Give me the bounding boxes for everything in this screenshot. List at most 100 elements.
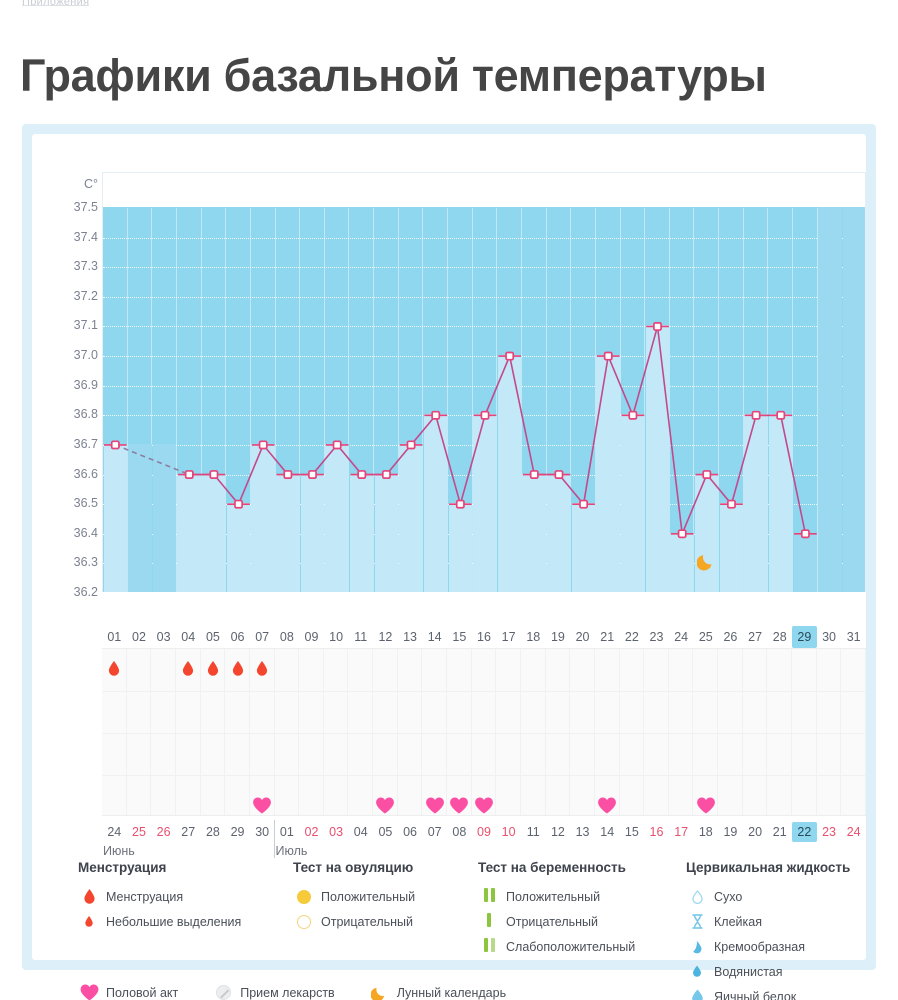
day-number[interactable]: 22 — [624, 630, 639, 644]
chart-bar[interactable] — [325, 443, 349, 592]
day-number[interactable]: 29 — [792, 626, 817, 648]
chart-column[interactable] — [325, 208, 350, 592]
chart-bar[interactable] — [670, 532, 694, 592]
legend-item[interactable]: Менструация — [78, 884, 241, 909]
chart-column[interactable] — [571, 208, 596, 592]
chart-column[interactable] — [768, 208, 794, 592]
menstruation-marker[interactable] — [109, 661, 120, 681]
legend-item[interactable]: Лунный календарь — [369, 980, 506, 1000]
chart-bar[interactable] — [596, 355, 621, 592]
chart-column[interactable] — [473, 208, 498, 592]
day-number[interactable]: 28 — [772, 630, 787, 644]
day-number-strip[interactable]: 01 02 03 04 05 06 07 08 09 10 11 12 13 14 15 16 17 18 19 20… — [102, 626, 866, 648]
chart-column[interactable] — [670, 208, 695, 592]
temperature-chart[interactable]: C° 37.5 37.4 37.3 37.2 37.1 37.0 36.9 36.8 36.7 3… — [56, 172, 866, 622]
plot-area[interactable] — [102, 172, 866, 592]
legend-item[interactable]: Положительный — [478, 884, 635, 909]
chart-bar[interactable] — [793, 532, 818, 592]
legend-item[interactable]: Кремообразная — [686, 934, 850, 959]
chart-column[interactable] — [276, 208, 301, 592]
chart-bar[interactable] — [399, 443, 423, 592]
chart-column[interactable] — [522, 208, 547, 592]
symbol-column[interactable] — [102, 649, 127, 815]
symbol-column[interactable] — [127, 649, 152, 815]
day-number[interactable]: 04 — [181, 630, 196, 644]
day-number[interactable]: 06 — [230, 630, 245, 644]
day-number[interactable]: 20 — [575, 630, 590, 644]
chart-column[interactable] — [645, 208, 670, 592]
day-number[interactable]: 24 — [674, 630, 689, 644]
chart-column[interactable] — [349, 208, 375, 592]
calendar-date[interactable]: 11 — [526, 825, 540, 839]
symbol-column[interactable] — [496, 649, 521, 815]
symbol-column[interactable] — [521, 649, 546, 815]
chart-bar[interactable] — [719, 503, 744, 592]
calendar-date[interactable]: 23 — [822, 825, 836, 839]
legend-item[interactable]: Отрицательный — [478, 909, 635, 934]
calendar-date[interactable]: 01 — [279, 825, 294, 839]
symbol-column[interactable] — [767, 649, 793, 815]
chart-column[interactable] — [202, 208, 227, 592]
day-number[interactable]: 13 — [403, 630, 417, 644]
day-number[interactable]: 09 — [304, 630, 319, 644]
menstruation-marker[interactable] — [207, 661, 218, 681]
symbol-column[interactable] — [472, 649, 497, 815]
day-number[interactable]: 25 — [698, 630, 713, 644]
symbol-column[interactable] — [743, 649, 768, 815]
menstruation-marker[interactable] — [257, 661, 268, 681]
calendar-date[interactable]: 07 — [427, 825, 442, 839]
symbol-column[interactable] — [299, 649, 324, 815]
day-number[interactable]: 10 — [329, 630, 344, 644]
chart-bar[interactable] — [497, 355, 522, 592]
chart-bar[interactable] — [349, 473, 374, 592]
day-number[interactable]: 18 — [526, 630, 541, 644]
day-number[interactable]: 07 — [255, 630, 270, 644]
calendar-date-strip[interactable]: 24 Июнь 25 26 27 28 29 30 01 Июль 02 03 04 05 06 07 08 09… — [102, 820, 866, 858]
day-number[interactable]: 15 — [452, 630, 467, 644]
calendar-date[interactable]: 06 — [403, 825, 417, 839]
symbol-column[interactable] — [718, 649, 743, 815]
legend-item[interactable]: Слабоположительный — [478, 934, 635, 959]
chart-bar[interactable] — [152, 443, 177, 592]
chart-column[interactable] — [226, 208, 251, 592]
chart-bar[interactable] — [645, 325, 670, 592]
chart-column[interactable] — [399, 208, 424, 592]
symbol-column[interactable] — [422, 649, 448, 815]
chart-column[interactable] — [448, 208, 473, 592]
chart-column[interactable] — [128, 208, 153, 592]
calendar-date[interactable]: 10 — [501, 825, 516, 839]
symbol-column[interactable] — [250, 649, 275, 815]
calendar-date[interactable]: 28 — [205, 825, 220, 839]
calendar-date[interactable]: 04 — [353, 825, 368, 839]
day-number[interactable]: 30 — [822, 630, 836, 644]
chart-column[interactable] — [547, 208, 572, 592]
symbol-column[interactable] — [348, 649, 374, 815]
day-number[interactable]: 01 — [107, 630, 122, 644]
day-number[interactable]: 21 — [600, 630, 615, 644]
legend-item[interactable]: Яичный белок — [686, 984, 850, 1000]
chart-column[interactable] — [152, 208, 177, 592]
chart-bar[interactable] — [374, 473, 399, 592]
symbol-column[interactable] — [225, 649, 250, 815]
day-number[interactable]: 16 — [477, 630, 491, 644]
calendar-date[interactable]: 16 — [649, 825, 664, 839]
day-number[interactable]: 26 — [723, 630, 738, 644]
day-number[interactable]: 31 — [846, 630, 861, 644]
calendar-date[interactable]: 19 — [723, 825, 738, 839]
chart-bar[interactable] — [768, 414, 793, 592]
intercourse-marker[interactable] — [696, 797, 715, 819]
day-number[interactable]: 12 — [378, 630, 393, 644]
symbol-column[interactable] — [201, 649, 226, 815]
calendar-date[interactable]: 02 — [304, 825, 319, 839]
intercourse-marker[interactable] — [376, 797, 395, 819]
menstruation-marker[interactable] — [232, 661, 243, 681]
chart-bar[interactable] — [276, 473, 300, 592]
calendar-date[interactable]: 13 — [575, 825, 590, 839]
symbol-column[interactable] — [792, 649, 817, 815]
calendar-date[interactable]: 29 — [230, 825, 245, 839]
intercourse-marker[interactable] — [425, 797, 444, 819]
legend-item[interactable]: Водянистая — [686, 959, 850, 984]
symbol-column[interactable] — [373, 649, 398, 815]
symbol-column[interactable] — [275, 649, 300, 815]
chart-column[interactable] — [497, 208, 522, 592]
